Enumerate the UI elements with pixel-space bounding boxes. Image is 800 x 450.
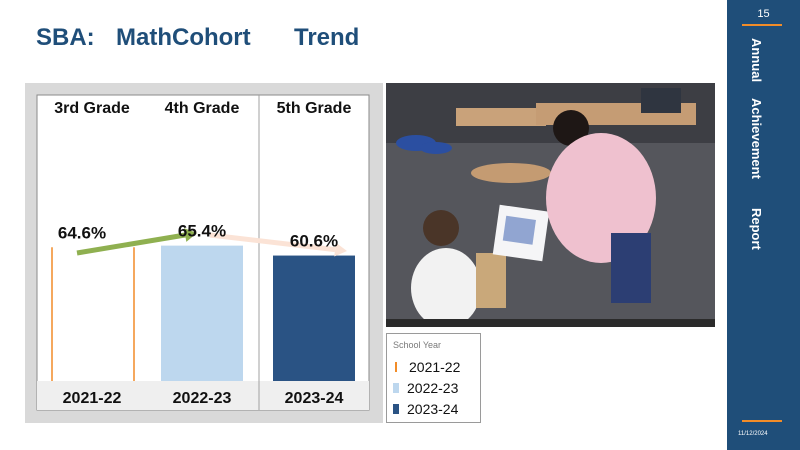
trend-arrow-down bbox=[209, 232, 347, 257]
trend-arrow-up bbox=[76, 228, 197, 256]
students-photo bbox=[386, 83, 715, 327]
category-label: 2021-22 bbox=[63, 390, 122, 407]
legend-label: 2023-24 bbox=[407, 401, 459, 417]
cohort-bar-chart: 64.6% 3rd Grade 2021-22 65.4% 4th Grade 2022-… bbox=[36, 94, 370, 411]
title-trend: Trend bbox=[294, 24, 360, 51]
legend-title: School Year bbox=[393, 340, 442, 350]
grade-header: 4th Grade bbox=[165, 100, 240, 117]
legend-item-2021-22: 2021-22 bbox=[393, 358, 460, 376]
slide-date: 11/12/2024 bbox=[738, 431, 768, 437]
chart-panel: 64.6% 3rd Grade 2021-22 65.4% 4th Grade 2022-… bbox=[25, 83, 383, 423]
sidebar-word-report: Report bbox=[749, 208, 764, 250]
data-label: 65.4% bbox=[178, 222, 226, 241]
legend-label: 2022-23 bbox=[407, 380, 459, 396]
sidebar-word-annual: Annual bbox=[749, 38, 764, 83]
data-label: 64.6% bbox=[58, 223, 106, 242]
legend-item-2022-23: 2022-23 bbox=[393, 379, 458, 397]
bar-2022-23 bbox=[161, 245, 243, 381]
data-label: 60.6% bbox=[290, 232, 338, 251]
title-subject: MathCohort bbox=[116, 24, 251, 51]
grade-header: 3rd Grade bbox=[54, 100, 130, 117]
sidebar-word-achievement: Achievement bbox=[749, 98, 764, 179]
legend-swatch-2022-23 bbox=[393, 383, 399, 393]
chart-category-band bbox=[37, 381, 369, 410]
sidebar-accent-bottom bbox=[742, 420, 782, 422]
category-label: 2022-23 bbox=[173, 390, 232, 407]
legend-item-2023-24: 2023-24 bbox=[393, 400, 458, 418]
legend-label: 2021-22 bbox=[409, 359, 461, 375]
grade-header: 5th Grade bbox=[277, 100, 352, 117]
category-label: 2023-24 bbox=[285, 390, 344, 407]
legend-swatch-2021-22 bbox=[395, 362, 397, 372]
page-number: 15 bbox=[757, 8, 770, 20]
classroom-photo-illustration bbox=[386, 83, 715, 327]
sidebar-accent-top bbox=[742, 24, 782, 26]
bar-2023-24 bbox=[273, 255, 355, 381]
legend-swatch-2023-24 bbox=[393, 404, 399, 414]
title-prefix: SBA: bbox=[36, 24, 95, 51]
sidebar: 15 Annual Achievement Report 11/12/2024 bbox=[727, 0, 800, 450]
chart-legend: School Year 2021-22 2022-23 2023-24 bbox=[386, 333, 481, 423]
